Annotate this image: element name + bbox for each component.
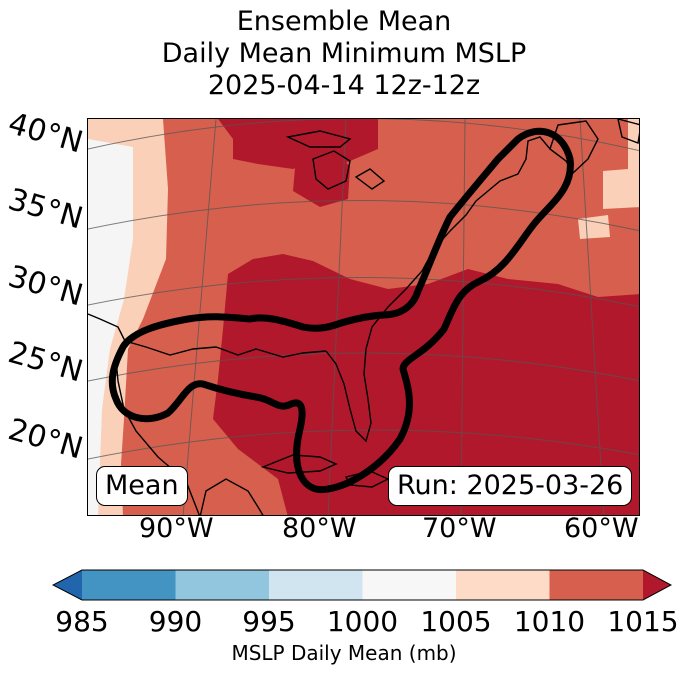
- colorbar-extend-high: [643, 570, 671, 600]
- run-date-box: Run: 2025-03-26: [388, 466, 633, 506]
- map-canvas: [88, 119, 639, 515]
- colorbar-tick-1015: 1015: [607, 605, 679, 638]
- colorbar-extend-low: [53, 570, 82, 600]
- map-panel: [87, 118, 640, 516]
- coastline-shape: [88, 119, 639, 515]
- parallel-20n: [88, 429, 639, 460]
- lon-label-70w: 70°W: [422, 513, 497, 544]
- colorbar-label: MSLP Daily Mean (mb): [231, 641, 457, 665]
- field-1005-1010-patch: [578, 215, 610, 239]
- lon-label-60w: 60°W: [564, 513, 639, 544]
- lat-label-35n: 35°N: [4, 182, 87, 237]
- mean-box: Mean: [96, 466, 188, 506]
- coastline-newfoundland: [617, 119, 639, 144]
- ensemble-contour-shape: [108, 127, 574, 494]
- lon-label-90w: 90°W: [139, 513, 214, 544]
- graticule: [88, 119, 639, 515]
- colorbar-cell-1010: [549, 570, 644, 600]
- title-line-1: Ensemble Mean: [236, 6, 452, 37]
- colorbar-tick-1010: 1010: [513, 605, 586, 638]
- field-above-1015-main: [213, 254, 639, 515]
- coastline-east: [325, 136, 567, 443]
- title-line-2: Daily Mean Minimum MSLP: [161, 38, 527, 69]
- colorbar-outline: [52, 569, 672, 601]
- parallel-40n: [88, 119, 639, 152]
- parallel-25n: [88, 352, 639, 382]
- lon-label-80w: 80°W: [282, 513, 357, 544]
- meridian-80w: [327, 119, 347, 515]
- lat-label-20n: 20°N: [4, 412, 87, 467]
- colorbar-cell-995: [269, 570, 363, 600]
- colorbar-tick-1000: 1000: [326, 605, 399, 638]
- field-1000-1005: [88, 139, 133, 515]
- parallel-30n: [88, 277, 639, 308]
- lat-label-40n: 40°N: [4, 106, 87, 161]
- lat-label-30n: 30°N: [4, 259, 87, 314]
- meridian-70w: [460, 119, 466, 515]
- colorbar-cell-1005: [456, 570, 550, 600]
- parallel-35n: [88, 200, 639, 232]
- colorbar-cell-1000: [362, 570, 457, 600]
- coastline-lake-michigan: [312, 150, 351, 190]
- coastline-mexico-west-gulf: [88, 313, 200, 515]
- title-line-3: 2025-04-14 12z-12z: [207, 70, 481, 101]
- coastline-lake-superior: [285, 130, 352, 148]
- lat-label-25n: 25°N: [4, 335, 87, 390]
- colorbar-tick-995: 995: [242, 605, 296, 638]
- coastline-lake-erie: [354, 168, 386, 190]
- coastline-cuba: [260, 454, 338, 474]
- coastline-nova-scotia: [549, 120, 599, 175]
- colorbar-tick-985: 985: [55, 605, 109, 638]
- coastline-gulf-north: [124, 340, 327, 358]
- colorbar: [52, 569, 672, 601]
- coastline-yucatan: [199, 478, 264, 515]
- colorbar-tick-990: 990: [148, 605, 203, 638]
- meridian-60w: [579, 119, 605, 515]
- colorbar-cell-985: [82, 570, 176, 600]
- colorbar-tick-1005: 1005: [420, 605, 492, 638]
- colorbar-cell-990: [175, 570, 270, 600]
